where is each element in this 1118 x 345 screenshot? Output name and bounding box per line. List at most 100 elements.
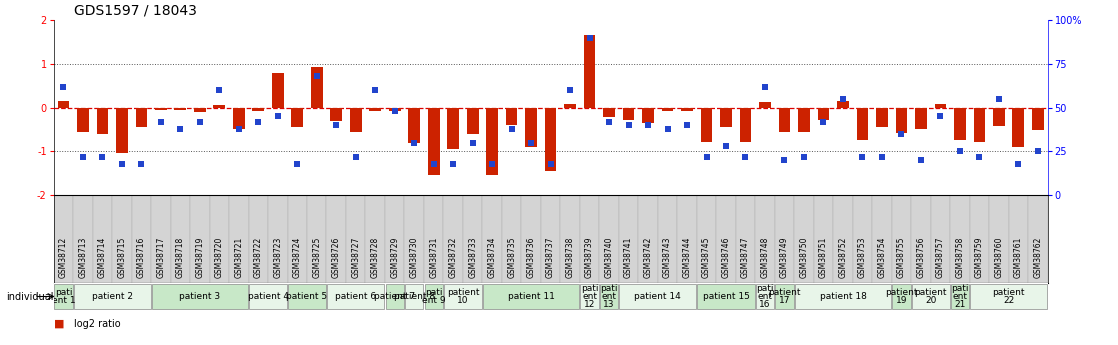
- Bar: [233, 108, 245, 129]
- Text: GSM38724: GSM38724: [293, 236, 302, 278]
- Bar: [974, 108, 985, 142]
- Text: GSM38734: GSM38734: [487, 236, 496, 278]
- Bar: [486, 108, 498, 175]
- Bar: [833, 195, 853, 283]
- Bar: [740, 108, 751, 142]
- Point: [74, 154, 92, 159]
- Bar: [662, 108, 673, 111]
- Bar: [697, 195, 717, 283]
- Text: GSM38723: GSM38723: [273, 236, 282, 278]
- Point: [405, 140, 423, 145]
- Text: GSM38725: GSM38725: [312, 236, 321, 278]
- Bar: [132, 195, 151, 283]
- Bar: [877, 108, 888, 127]
- Bar: [775, 195, 794, 283]
- Bar: [482, 195, 502, 283]
- Bar: [77, 108, 88, 131]
- Bar: [892, 284, 910, 309]
- Text: patient
10: patient 10: [447, 288, 480, 305]
- Bar: [856, 108, 869, 140]
- Bar: [915, 108, 927, 128]
- Point: [737, 154, 755, 159]
- Point: [931, 114, 949, 119]
- Text: pati
ent
16: pati ent 16: [756, 284, 774, 309]
- Bar: [584, 35, 596, 108]
- Bar: [720, 108, 732, 127]
- Bar: [345, 195, 366, 283]
- Bar: [853, 195, 872, 283]
- Bar: [678, 195, 697, 283]
- Bar: [467, 108, 479, 134]
- Bar: [950, 195, 969, 283]
- Bar: [989, 195, 1008, 283]
- Text: GSM38741: GSM38741: [624, 236, 633, 278]
- Text: patient 7: patient 7: [375, 292, 415, 301]
- Bar: [57, 101, 69, 108]
- Text: GSM38757: GSM38757: [936, 236, 945, 278]
- Text: GSM38719: GSM38719: [196, 236, 205, 278]
- Text: pati
ent 9: pati ent 9: [421, 288, 445, 305]
- Bar: [287, 195, 307, 283]
- Bar: [112, 195, 132, 283]
- Point: [795, 154, 813, 159]
- Text: GSM38744: GSM38744: [682, 236, 692, 278]
- Text: patient 15: patient 15: [702, 292, 749, 301]
- Bar: [1013, 108, 1024, 147]
- Bar: [600, 284, 618, 309]
- Text: patient 3: patient 3: [179, 292, 220, 301]
- Text: GSM38735: GSM38735: [508, 236, 517, 278]
- Bar: [93, 195, 112, 283]
- Bar: [444, 284, 482, 309]
- Text: GSM38729: GSM38729: [390, 236, 399, 278]
- Text: GSM38762: GSM38762: [1033, 236, 1042, 278]
- Bar: [350, 108, 361, 131]
- Text: GSM38754: GSM38754: [878, 236, 887, 278]
- Point: [698, 154, 716, 159]
- Bar: [268, 195, 287, 283]
- Bar: [444, 195, 463, 283]
- Bar: [171, 195, 190, 283]
- Point: [1029, 148, 1046, 154]
- Point: [191, 119, 209, 124]
- Text: patient
19: patient 19: [885, 288, 918, 305]
- Bar: [544, 108, 557, 171]
- Point: [328, 122, 345, 128]
- Bar: [447, 108, 459, 149]
- Text: ■: ■: [54, 319, 64, 329]
- Text: GSM38716: GSM38716: [136, 236, 145, 278]
- Point: [444, 161, 462, 166]
- Point: [989, 96, 1007, 101]
- Bar: [73, 195, 93, 283]
- Bar: [307, 195, 326, 283]
- Bar: [288, 284, 326, 309]
- Point: [171, 126, 189, 131]
- Text: GSM38728: GSM38728: [371, 236, 380, 278]
- Point: [522, 140, 540, 145]
- Bar: [463, 195, 482, 283]
- Bar: [209, 195, 229, 283]
- Point: [55, 84, 73, 89]
- Text: GSM38758: GSM38758: [956, 236, 965, 278]
- Point: [94, 154, 112, 159]
- Text: GSM38726: GSM38726: [332, 236, 341, 278]
- Bar: [930, 195, 950, 283]
- Bar: [389, 108, 400, 111]
- Text: patient 11: patient 11: [508, 292, 555, 301]
- Bar: [428, 108, 439, 175]
- Text: GSM38742: GSM38742: [644, 236, 653, 278]
- Bar: [599, 195, 619, 283]
- Bar: [74, 284, 151, 309]
- Text: individual: individual: [7, 292, 54, 302]
- Bar: [778, 108, 790, 131]
- Bar: [54, 195, 73, 283]
- Text: GSM38715: GSM38715: [117, 236, 126, 278]
- Point: [483, 161, 501, 166]
- Text: GSM38722: GSM38722: [254, 236, 263, 278]
- Text: patient
20: patient 20: [915, 288, 947, 305]
- Point: [152, 119, 170, 124]
- Bar: [698, 284, 755, 309]
- Bar: [155, 108, 167, 110]
- Text: GSM38733: GSM38733: [468, 236, 477, 278]
- Bar: [369, 108, 381, 111]
- Text: GSM38720: GSM38720: [215, 236, 224, 278]
